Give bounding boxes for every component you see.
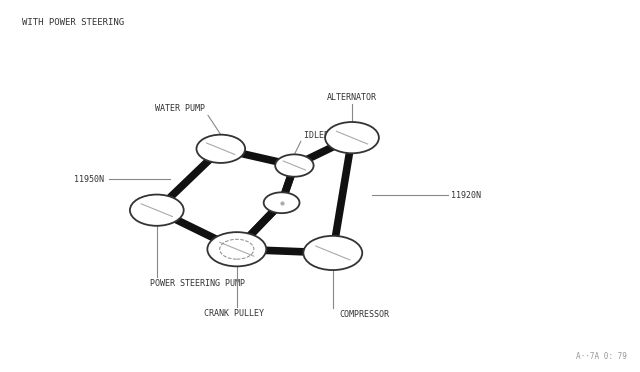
Text: 11950N: 11950N xyxy=(74,175,104,184)
Circle shape xyxy=(207,232,266,266)
Text: ALTERNATOR: ALTERNATOR xyxy=(327,93,377,102)
Text: CRANK PULLEY: CRANK PULLEY xyxy=(204,309,264,318)
Circle shape xyxy=(275,154,314,177)
Text: WATER PUMP: WATER PUMP xyxy=(155,105,205,113)
Circle shape xyxy=(196,135,245,163)
Circle shape xyxy=(264,192,300,213)
Text: WITH POWER STEERING: WITH POWER STEERING xyxy=(22,18,125,27)
Text: IDLER PULLEY: IDLER PULLEY xyxy=(304,131,364,140)
Text: POWER STEERING PUMP: POWER STEERING PUMP xyxy=(150,279,245,288)
Text: COMPRESSOR: COMPRESSOR xyxy=(339,310,389,319)
Circle shape xyxy=(303,236,362,270)
Circle shape xyxy=(130,195,184,226)
Circle shape xyxy=(325,122,379,153)
Text: A··7A 0: 79: A··7A 0: 79 xyxy=(577,352,627,361)
Text: 11920N: 11920N xyxy=(451,191,481,200)
